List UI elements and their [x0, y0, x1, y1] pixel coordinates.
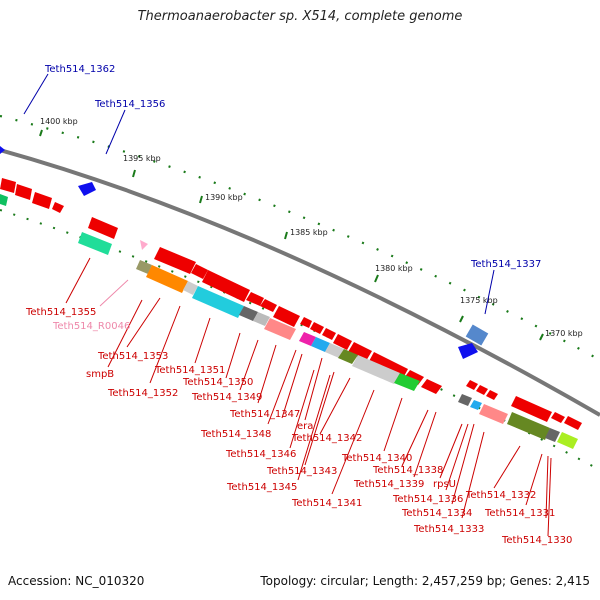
label-teth514-1343[interactable]: Teth514_1343 — [266, 466, 337, 477]
feature-block[interactable] — [338, 349, 358, 364]
gene-1337-stack[interactable] — [465, 324, 489, 346]
gene-arrow[interactable] — [52, 202, 64, 213]
gene-arrow[interactable] — [273, 306, 300, 327]
forward-strand-genes — [0, 146, 489, 359]
gene-blue-1337[interactable] — [458, 343, 478, 359]
feature-block[interactable] — [192, 286, 244, 318]
inner-scale-ring-dots — [0, 209, 600, 471]
feature-block[interactable] — [253, 312, 270, 326]
label-teth514-1355[interactable]: Teth514_1355 — [25, 307, 96, 318]
label-teth514-1347[interactable]: Teth514_1347 — [229, 409, 300, 420]
feature-block[interactable] — [311, 337, 330, 352]
gene-blue-1362[interactable] — [0, 146, 5, 154]
label-teth514-1352[interactable]: Teth514_1352 — [107, 388, 178, 399]
scale-major-ticks — [39, 129, 544, 341]
gene-arrow[interactable] — [32, 192, 52, 209]
gene-arrow[interactable] — [476, 385, 488, 395]
label-teth514-1339[interactable]: Teth514_1339 — [353, 479, 424, 490]
label-teth514-1336[interactable]: Teth514_1336 — [392, 494, 463, 505]
gene-arrow[interactable] — [15, 184, 32, 200]
tick-label-1400: 1400 kbp — [40, 117, 78, 126]
gene-labels: Teth514_1362 Teth514_1356 Teth514_1337 T… — [25, 64, 572, 546]
feature-block[interactable] — [325, 343, 344, 358]
gene-arrow[interactable] — [322, 328, 336, 340]
label-teth514-1333[interactable]: Teth514_1333 — [413, 524, 484, 535]
gene-arrow[interactable] — [551, 412, 565, 423]
gene-arrow[interactable] — [466, 380, 478, 390]
tick-label-1385: 1385 kbp — [290, 228, 328, 237]
feature-block[interactable] — [183, 281, 198, 295]
gene-arrow[interactable] — [421, 379, 442, 394]
gene-arrows-red — [0, 178, 582, 430]
label-teth514-1348[interactable]: Teth514_1348 — [200, 429, 271, 440]
feature-block[interactable] — [299, 332, 316, 346]
callout-lines — [23, 73, 552, 537]
trna-feature[interactable] — [140, 240, 148, 250]
label-teth514-1345[interactable]: Teth514_1345 — [226, 482, 297, 493]
label-teth514-1338[interactable]: Teth514_1338 — [372, 465, 443, 476]
feature-block[interactable] — [136, 260, 152, 274]
gene-arrow[interactable] — [202, 270, 250, 302]
gene-arrow[interactable] — [564, 416, 582, 430]
label-teth514-1341[interactable]: Teth514_1341 — [291, 498, 362, 509]
gene-arrow[interactable] — [300, 317, 312, 328]
label-smpb[interactable]: smpB — [86, 369, 114, 380]
tick-label-1375: 1375 kbp — [460, 296, 498, 305]
feature-block[interactable] — [545, 428, 560, 442]
label-teth514-1342[interactable]: Teth514_1342 — [291, 433, 362, 444]
feature-block[interactable] — [239, 306, 258, 321]
label-teth514-1362[interactable]: Teth514_1362 — [44, 64, 115, 75]
gene-arrow[interactable] — [486, 390, 498, 400]
tick-label-1370: 1370 kbp — [545, 329, 583, 338]
gene-arrow[interactable] — [310, 322, 324, 334]
label-teth514-1337[interactable]: Teth514_1337 — [470, 259, 541, 270]
scale-ring-dots — [0, 114, 600, 361]
label-rpsu[interactable]: rpsU — [433, 479, 456, 490]
feature-block[interactable] — [78, 232, 112, 255]
feature-block[interactable] — [557, 432, 578, 449]
feature-block[interactable] — [479, 404, 508, 424]
label-teth514-1349[interactable]: Teth514_1349 — [191, 392, 262, 403]
label-teth514-1332[interactable]: Teth514_1332 — [465, 490, 536, 501]
feature-block[interactable] — [470, 400, 482, 410]
gene-arrow[interactable] — [511, 396, 552, 422]
feature-block[interactable] — [264, 318, 296, 340]
label-teth514-1350[interactable]: Teth514_1350 — [182, 377, 253, 388]
feature-block[interactable] — [394, 373, 420, 391]
feature-block[interactable] — [507, 412, 550, 440]
gene-arrow[interactable] — [0, 178, 16, 193]
feature-block[interactable] — [146, 265, 188, 293]
gene-blue-1356[interactable] — [78, 182, 96, 196]
feature-blocks — [0, 194, 578, 449]
gene-arrow[interactable] — [154, 247, 196, 274]
gene-arrow[interactable] — [246, 292, 264, 306]
tick-label-1395: 1395 kbp — [123, 154, 161, 163]
feature-block[interactable] — [352, 355, 400, 384]
label-teth514-1331[interactable]: Teth514_1331 — [484, 508, 555, 519]
label-era[interactable]: era — [297, 421, 313, 432]
accession-text: Accession: NC_010320 — [8, 574, 145, 588]
label-teth514-1353[interactable]: Teth514_1353 — [97, 351, 168, 362]
genome-backbone — [0, 148, 600, 417]
label-teth514-1346[interactable]: Teth514_1346 — [225, 449, 296, 460]
map-title: Thermoanaerobacter sp. X514, complete ge… — [137, 9, 463, 24]
feature-block[interactable] — [458, 394, 472, 406]
genome-stats-text: Topology: circular; Length: 2,457,259 bp… — [260, 574, 590, 588]
label-teth514-r0046[interactable]: Teth514_R0046 — [52, 321, 130, 332]
label-teth514-1330[interactable]: Teth514_1330 — [501, 535, 572, 546]
feature-block[interactable] — [0, 194, 8, 206]
label-teth514-1356[interactable]: Teth514_1356 — [94, 99, 165, 110]
tick-label-1380: 1380 kbp — [375, 264, 413, 273]
gene-arrow[interactable] — [260, 299, 277, 312]
tick-label-1390: 1390 kbp — [205, 193, 243, 202]
gene-arrow[interactable] — [333, 334, 352, 350]
label-teth514-1340[interactable]: Teth514_1340 — [341, 453, 412, 464]
gene-arrow[interactable] — [191, 264, 208, 279]
gene-arrow[interactable] — [348, 342, 372, 361]
gene-arrow[interactable] — [88, 217, 118, 239]
label-teth514-1334[interactable]: Teth514_1334 — [401, 508, 472, 519]
label-teth514-1351[interactable]: Teth514_1351 — [154, 365, 225, 376]
